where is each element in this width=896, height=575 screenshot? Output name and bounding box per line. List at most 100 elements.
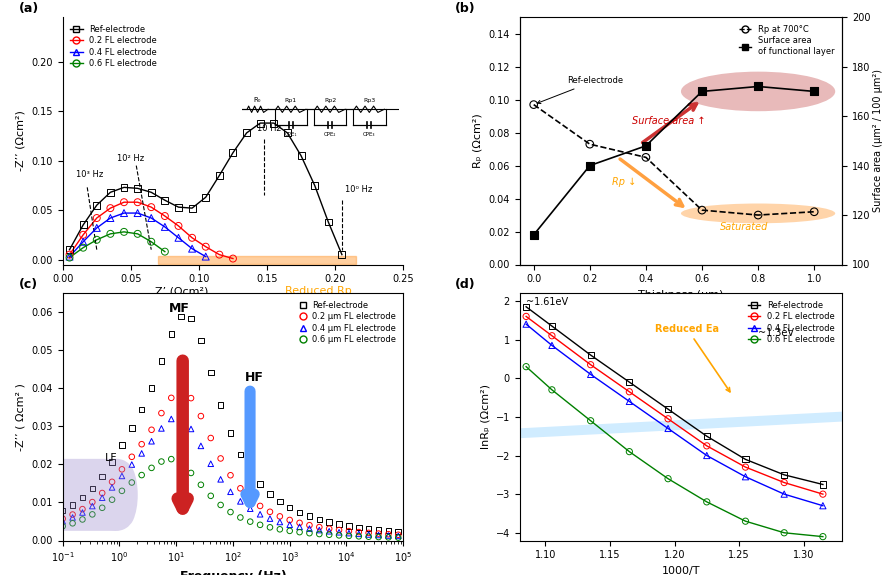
Point xyxy=(312,523,326,532)
Text: CPE₁: CPE₁ xyxy=(285,132,297,137)
Point xyxy=(351,523,366,532)
Point xyxy=(85,497,99,507)
Point xyxy=(105,483,119,492)
Point xyxy=(700,441,714,450)
Point xyxy=(103,229,117,239)
Legend: Ref-electrode, 0.2 μm FL electrode, 0.4 μm FL electrode, 0.6 μm FL electrode: Ref-electrode, 0.2 μm FL electrode, 0.4 … xyxy=(297,297,399,347)
Y-axis label: Rₚ (Ωcm²): Rₚ (Ωcm²) xyxy=(473,113,483,168)
Point xyxy=(116,183,131,192)
Point xyxy=(125,423,139,432)
Point xyxy=(134,449,149,458)
Point xyxy=(371,529,385,538)
Point xyxy=(267,118,281,128)
Point xyxy=(582,161,597,170)
Point xyxy=(63,252,77,261)
Text: MF: MF xyxy=(169,302,190,315)
Point xyxy=(583,370,598,379)
Text: (c): (c) xyxy=(19,278,38,292)
Point xyxy=(131,209,145,218)
Text: Rp3: Rp3 xyxy=(363,98,375,103)
Point xyxy=(131,198,145,207)
Point xyxy=(223,428,237,438)
Point xyxy=(391,533,405,542)
Point xyxy=(738,455,753,464)
Text: 10 Hz: 10 Hz xyxy=(257,124,281,133)
Point xyxy=(203,459,218,469)
Point xyxy=(312,526,326,535)
Point xyxy=(105,477,119,486)
Text: Rp1: Rp1 xyxy=(285,98,297,103)
Text: (d): (d) xyxy=(455,278,476,292)
Point xyxy=(56,506,70,515)
Point xyxy=(751,82,765,91)
Point xyxy=(292,518,306,527)
Text: Reduced Rp: Reduced Rp xyxy=(285,286,351,296)
Point xyxy=(95,488,109,497)
Point xyxy=(158,212,172,221)
Point xyxy=(622,378,636,387)
Point xyxy=(76,220,90,229)
Ellipse shape xyxy=(0,459,138,531)
Ellipse shape xyxy=(681,72,835,111)
Point xyxy=(85,484,99,493)
Point xyxy=(174,414,188,423)
Point xyxy=(381,531,395,540)
Point xyxy=(341,521,356,530)
Point xyxy=(185,233,199,243)
Point xyxy=(75,508,90,517)
Point xyxy=(158,223,172,232)
Point xyxy=(622,387,636,396)
Point xyxy=(144,187,159,197)
Point xyxy=(103,204,117,213)
Point xyxy=(131,184,145,193)
Point xyxy=(253,520,267,530)
Point xyxy=(321,217,335,227)
Text: 10³ Hz: 10³ Hz xyxy=(76,170,104,179)
Point xyxy=(226,148,240,158)
Point xyxy=(639,153,653,162)
Point xyxy=(103,187,117,197)
Point xyxy=(332,528,346,537)
Text: Reduced Ea: Reduced Ea xyxy=(655,324,730,392)
Point xyxy=(519,320,533,329)
Point xyxy=(131,229,145,239)
Ellipse shape xyxy=(681,204,835,223)
Point xyxy=(63,250,77,259)
Point xyxy=(90,201,104,210)
Point xyxy=(751,210,765,220)
Point xyxy=(583,350,598,360)
Point xyxy=(738,516,753,526)
Point xyxy=(223,508,237,517)
Point xyxy=(371,532,385,542)
Point xyxy=(519,302,533,312)
Legend: Rp at 700°C, Surface area
of functional layer: Rp at 700°C, Surface area of functional … xyxy=(736,21,838,59)
Point xyxy=(223,471,237,480)
Point xyxy=(332,519,346,528)
Point xyxy=(622,397,636,406)
Point xyxy=(56,522,70,531)
Text: R₀: R₀ xyxy=(254,97,262,103)
Point xyxy=(144,436,159,446)
Point xyxy=(263,523,277,532)
Point xyxy=(164,329,178,339)
Point xyxy=(527,230,541,239)
Text: Saturated: Saturated xyxy=(719,222,768,232)
Text: Surface area ↑: Surface area ↑ xyxy=(632,116,705,126)
Point xyxy=(85,501,99,511)
Point xyxy=(164,454,178,463)
Point xyxy=(381,533,395,542)
Point xyxy=(519,312,533,321)
Point xyxy=(75,504,90,513)
Point xyxy=(661,424,676,433)
Point xyxy=(694,205,709,214)
Point xyxy=(213,454,228,463)
Point xyxy=(194,336,208,345)
Point xyxy=(381,530,395,539)
Text: CPE₂: CPE₂ xyxy=(323,132,336,137)
Text: ~1.3eV: ~1.3eV xyxy=(758,328,795,338)
Point xyxy=(700,432,714,441)
Point xyxy=(815,501,830,511)
Text: Ref-electrode: Ref-electrode xyxy=(538,76,624,104)
Point xyxy=(280,128,295,137)
Point xyxy=(134,470,149,480)
